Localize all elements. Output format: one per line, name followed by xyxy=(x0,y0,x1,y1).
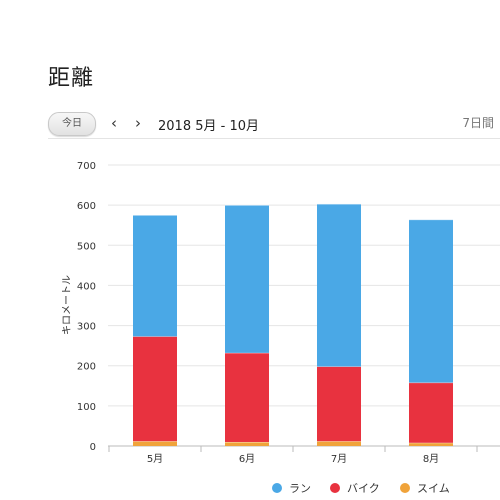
bar-run[interactable] xyxy=(133,215,177,337)
x-tick-label: 6月 xyxy=(239,453,255,465)
today-button[interactable]: 今日 xyxy=(48,112,96,136)
bars xyxy=(133,203,453,446)
y-tick-label: 400 xyxy=(77,281,96,292)
x-tick-label: 5月 xyxy=(147,453,163,465)
bar-run[interactable] xyxy=(409,219,453,383)
legend-item-bike[interactable]: バイク xyxy=(330,480,380,496)
bar-bike[interactable] xyxy=(317,366,361,442)
bar-swim[interactable] xyxy=(225,441,269,446)
bar-bike[interactable] xyxy=(409,382,453,443)
y-axis-label: キロメートル xyxy=(62,275,73,335)
legend-label: バイク xyxy=(347,482,380,495)
date-range-label: 2018 5月 - 10月 xyxy=(158,119,259,134)
x-tick-label: 7月 xyxy=(331,453,347,465)
date-toolbar: 今日 ‹ › 2018 5月 - 10月 7日間 xyxy=(48,112,500,136)
y-tick-label: 200 xyxy=(77,362,96,373)
legend-dot-bike xyxy=(330,483,340,493)
bar-run[interactable] xyxy=(225,205,269,353)
y-tick-label: 100 xyxy=(77,402,96,413)
y-tick-label: 0 xyxy=(90,442,96,453)
bar-run[interactable] xyxy=(317,203,361,367)
legend-label: ラン xyxy=(289,482,311,495)
distance-chart: 0 100 200 300 400 500 600 700 キロメートル 5月 6月 7月 8月 xyxy=(62,161,500,465)
legend-item-run[interactable]: ラン xyxy=(272,480,311,496)
x-axis-ticks: 5月 6月 7月 8月 xyxy=(108,446,478,465)
bar-swim[interactable] xyxy=(133,441,177,446)
x-tick-label: 8月 xyxy=(423,453,439,465)
legend-dot-swim xyxy=(400,483,410,493)
bar-swim[interactable] xyxy=(409,442,453,446)
y-tick-label: 700 xyxy=(77,161,96,172)
page-title: 距離 xyxy=(48,66,95,91)
bar-bike[interactable] xyxy=(133,336,177,442)
chevron-right-icon[interactable]: › xyxy=(135,114,141,132)
y-tick-label: 500 xyxy=(77,241,96,252)
y-tick-label: 600 xyxy=(77,201,96,212)
period-selector[interactable]: 7日間 xyxy=(462,116,494,130)
toolbar-divider xyxy=(48,138,500,139)
legend-item-swim[interactable]: スイム xyxy=(400,480,450,496)
y-axis-ticks: 0 100 200 300 400 500 600 700 xyxy=(77,161,96,453)
bar-swim[interactable] xyxy=(317,441,361,446)
legend-dot-run xyxy=(272,483,282,493)
legend-label: スイム xyxy=(417,482,450,495)
y-tick-label: 300 xyxy=(77,322,96,333)
chevron-left-icon[interactable]: ‹ xyxy=(111,114,117,132)
bar-bike[interactable] xyxy=(225,352,269,442)
